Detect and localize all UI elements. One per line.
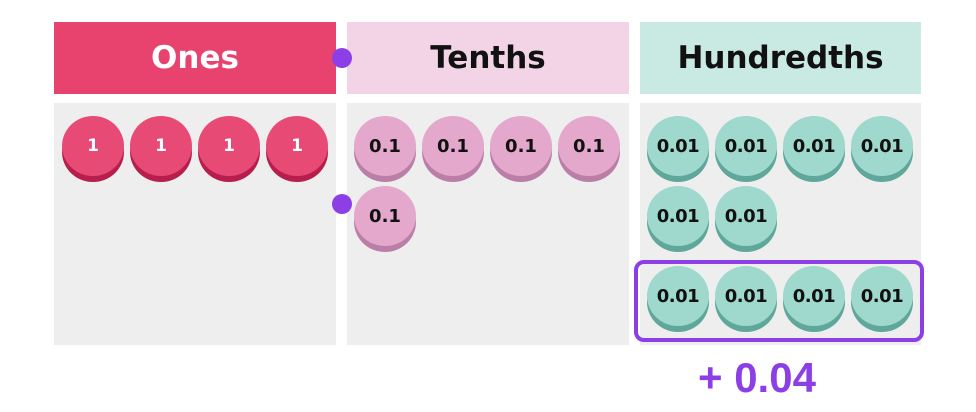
tenths-counter: 0.1 <box>490 116 552 182</box>
hundredths-header: Hundredths <box>640 22 921 94</box>
ones-counter: 1 <box>198 116 260 182</box>
tenths-counter: 0.1 <box>354 116 416 182</box>
decimal-point-marker <box>332 194 352 214</box>
ones-counter: 1 <box>130 116 192 182</box>
hundredths-counter: 0.01 <box>851 116 913 182</box>
decimal-point-marker <box>332 48 352 68</box>
hundredths-counter: 0.01 <box>647 186 709 252</box>
added-hundredths-counter: 0.01 <box>851 266 913 332</box>
ones-counter: 1 <box>62 116 124 182</box>
hundredths-counter: 0.01 <box>647 116 709 182</box>
ones-counter: 1 <box>266 116 328 182</box>
ones-header: Ones <box>54 22 336 94</box>
hundredths-counter: 0.01 <box>715 116 777 182</box>
added-hundredths-counter: 0.01 <box>715 266 777 332</box>
tenths-counter: 0.1 <box>558 116 620 182</box>
tenths-counter: 0.1 <box>422 116 484 182</box>
added-hundredths-counter: 0.01 <box>783 266 845 332</box>
added-value-label: + 0.04 <box>698 354 816 401</box>
tenths-counter: 0.1 <box>354 186 416 252</box>
added-hundredths-counter: 0.01 <box>647 266 709 332</box>
tenths-header: Tenths <box>347 22 629 94</box>
added-group-highlight <box>634 260 924 342</box>
hundredths-counter: 0.01 <box>783 116 845 182</box>
hundredths-counter: 0.01 <box>715 186 777 252</box>
